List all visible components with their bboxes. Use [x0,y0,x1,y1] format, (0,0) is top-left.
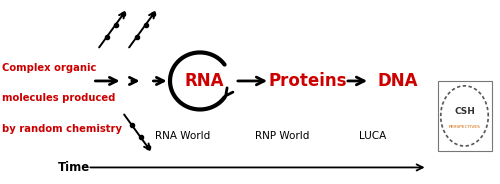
Text: CSH: CSH [454,107,475,116]
Text: DNA: DNA [378,72,418,90]
Bar [438,81,492,151]
Text: RNA World: RNA World [155,131,210,141]
Text: Proteins: Proteins [268,72,347,90]
Text: PERSPECTIVES: PERSPECTIVES [448,125,480,129]
Text: Complex organic: Complex organic [2,63,97,73]
Text: by random chemistry: by random chemistry [2,124,122,134]
Text: RNP World: RNP World [256,131,310,141]
Text: RNA: RNA [184,72,224,90]
Text: Time: Time [58,161,90,174]
Text: molecules produced: molecules produced [2,93,116,103]
Text: LUCA: LUCA [359,131,386,141]
